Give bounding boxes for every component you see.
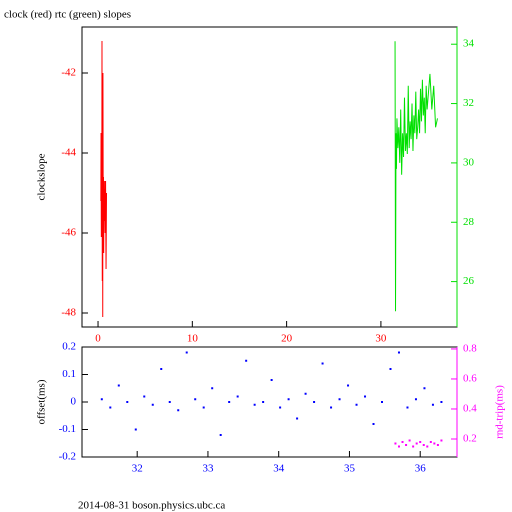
point [408, 439, 411, 442]
point [296, 417, 299, 420]
y-axis-label: offset(ms) [36, 379, 48, 424]
point [270, 379, 273, 381]
point [287, 398, 290, 401]
point [236, 395, 239, 398]
y-tick-label: 0.2 [62, 341, 76, 353]
point [253, 403, 256, 406]
point [422, 443, 425, 446]
y2-tick-label: 0.2 [463, 433, 477, 445]
point [426, 445, 429, 448]
point [126, 401, 129, 403]
y-tick-label: -0.2 [59, 451, 76, 463]
point [415, 442, 418, 445]
point [168, 401, 171, 403]
y2-tick-label: 28 [463, 216, 475, 228]
point [134, 428, 137, 431]
x-tick-label: 35 [344, 463, 356, 475]
point [100, 398, 103, 401]
point [440, 401, 443, 403]
point [355, 403, 358, 406]
point [364, 395, 367, 398]
point [117, 384, 120, 387]
point [245, 359, 248, 362]
y-tick-label: -0.1 [59, 423, 76, 435]
point [228, 401, 231, 403]
y2-tick-label: 0.4 [463, 403, 477, 415]
x-tick-label: 34 [273, 463, 285, 475]
point [372, 423, 375, 425]
y-axis-label: clockslope [36, 153, 48, 200]
y-tick-label: -48 [61, 307, 76, 319]
point [304, 392, 307, 395]
point [313, 401, 316, 403]
point [279, 406, 282, 409]
footer: 2014-08-31 boson.physics.ubc.ca [78, 500, 225, 512]
point [406, 406, 409, 409]
y2-tick-label: 26 [463, 275, 475, 287]
point [414, 398, 417, 401]
point [194, 398, 197, 401]
point [338, 398, 341, 401]
point [423, 387, 426, 390]
point [412, 445, 415, 448]
point [401, 440, 404, 443]
y2-tick-label: 32 [463, 97, 474, 109]
point [397, 445, 400, 448]
plot-frame [81, 346, 458, 458]
point [321, 362, 324, 365]
y2-tick-label: 34 [463, 38, 475, 50]
point [397, 351, 400, 354]
chart-title: clock (red) rtc (green) slopes [4, 9, 131, 21]
y-tick-label: -42 [61, 67, 76, 79]
y2-tick-label: 30 [463, 156, 475, 168]
point [109, 406, 112, 409]
y2-tick-label: 0.8 [463, 342, 477, 354]
y-tick-label: -44 [61, 147, 76, 159]
point [219, 434, 222, 436]
series-line [100, 40, 108, 318]
x-tick-label: 10 [187, 333, 199, 345]
x-tick-label: 36 [415, 463, 427, 475]
point [429, 440, 432, 443]
point [381, 401, 383, 403]
point [347, 384, 350, 387]
x-tick-label: 32 [132, 463, 143, 475]
point [177, 409, 180, 412]
point [160, 368, 163, 370]
point [389, 368, 392, 370]
y2-tick-label: 0.6 [463, 372, 477, 384]
point [185, 351, 188, 354]
y-tick-label: 0.1 [62, 368, 76, 380]
point [433, 442, 436, 445]
point [436, 443, 439, 446]
y2-axis-label: rnd-trip(ms) [494, 385, 506, 439]
x-tick-label: 33 [202, 463, 214, 475]
point [262, 401, 265, 403]
point [151, 403, 154, 406]
point [394, 442, 397, 445]
x-tick-label: 0 [95, 333, 101, 345]
point [143, 395, 146, 398]
plot-frame [81, 26, 458, 328]
point [202, 406, 205, 409]
point [440, 439, 443, 442]
series-line [394, 41, 438, 312]
y-tick-label: 0 [71, 396, 77, 408]
point [431, 403, 434, 406]
point [211, 387, 214, 390]
point [330, 406, 333, 409]
x-tick-label: 20 [281, 333, 293, 345]
point [419, 440, 422, 443]
x-tick-label: 30 [375, 333, 387, 345]
y-tick-label: -46 [61, 227, 76, 239]
point [405, 443, 408, 446]
